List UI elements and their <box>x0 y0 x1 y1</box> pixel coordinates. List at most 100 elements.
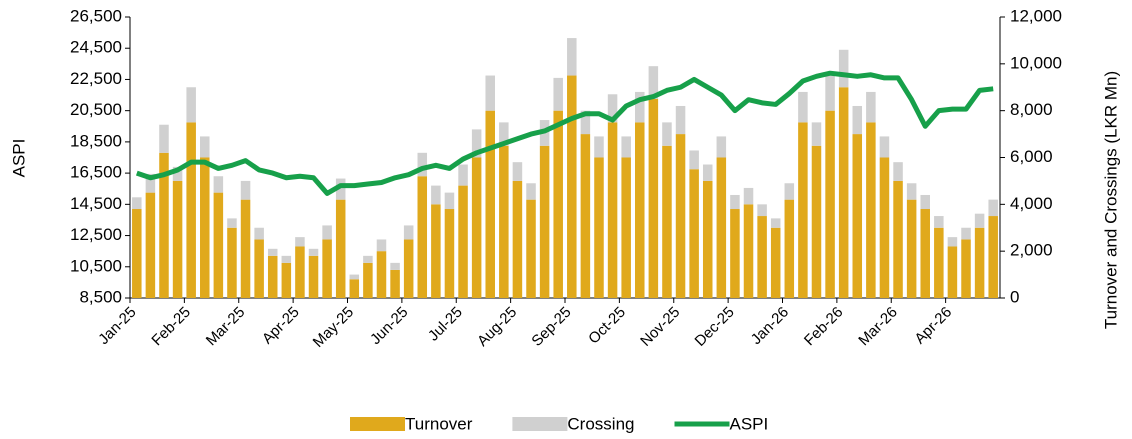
bar <box>322 225 332 239</box>
legend-swatch <box>350 417 405 431</box>
bar <box>377 239 387 251</box>
bar <box>526 183 536 199</box>
bar <box>757 216 767 298</box>
bar <box>812 146 822 298</box>
bar <box>689 169 699 298</box>
bar <box>757 204 767 216</box>
y-tick-label: 10,500 <box>70 256 122 275</box>
bar <box>268 256 278 298</box>
bar <box>635 122 645 298</box>
bar <box>186 87 196 122</box>
x-tick-label: Jan-26 <box>748 304 792 348</box>
y-tick-label: 12,500 <box>70 225 122 244</box>
bar <box>241 181 251 200</box>
x-tick-label: Apr-26 <box>911 304 955 348</box>
bar <box>853 134 863 298</box>
x-tick-label: Feb-26 <box>801 304 847 350</box>
legend-label: Crossing <box>567 414 634 433</box>
bar <box>866 92 876 122</box>
bar <box>880 158 890 299</box>
bar <box>907 200 917 298</box>
y-tick-label: 16,500 <box>70 163 122 182</box>
bar <box>390 263 400 270</box>
bar <box>254 239 264 298</box>
y2-tick-label: 10,000 <box>1010 53 1062 72</box>
bar <box>567 76 577 298</box>
bar <box>418 176 428 298</box>
bar <box>812 122 822 145</box>
bar <box>798 122 808 298</box>
bar <box>404 225 414 239</box>
bar <box>934 228 944 298</box>
bar <box>445 193 455 209</box>
bar <box>309 249 319 256</box>
bar <box>458 165 468 186</box>
bar <box>241 200 251 298</box>
bar <box>744 204 754 298</box>
bar <box>662 146 672 298</box>
bar <box>839 50 849 87</box>
bar <box>988 216 998 298</box>
y2-tick-label: 12,000 <box>1010 6 1062 25</box>
legend-swatch <box>512 417 567 431</box>
bar <box>431 204 441 298</box>
bar <box>866 122 876 298</box>
x-tick-label: Mar-25 <box>203 304 249 350</box>
y-tick-label: 18,500 <box>70 131 122 150</box>
bar <box>961 228 971 240</box>
bar <box>350 279 360 298</box>
legend-label: Turnover <box>405 414 473 433</box>
bar <box>227 228 237 298</box>
bar <box>907 183 917 199</box>
bar <box>363 256 373 263</box>
x-tick-label: Jan-25 <box>95 304 139 348</box>
x-tick-label: Oct-25 <box>585 304 629 348</box>
bar <box>268 249 278 256</box>
bar <box>282 256 292 263</box>
y2-tick-label: 0 <box>1010 287 1019 306</box>
x-tick-label: Aug-25 <box>474 304 520 350</box>
bar <box>703 181 713 298</box>
bar <box>744 188 754 204</box>
bar <box>336 200 346 298</box>
line <box>137 73 993 193</box>
bar <box>526 200 536 298</box>
y-tick-label: 8,500 <box>79 287 122 306</box>
y2-tick-label: 2,000 <box>1010 241 1053 260</box>
bar <box>880 136 890 157</box>
bar <box>730 195 740 209</box>
bar <box>920 209 930 298</box>
bar <box>934 216 944 228</box>
x-tick-label: Jun-25 <box>367 304 411 348</box>
bar <box>472 158 482 299</box>
bar <box>893 181 903 298</box>
bar <box>553 111 563 298</box>
bar <box>689 150 699 169</box>
bar <box>553 78 563 111</box>
bar <box>350 275 360 280</box>
bar <box>309 256 319 298</box>
y-tick-label: 22,500 <box>70 69 122 88</box>
bar <box>200 136 210 157</box>
bar <box>771 228 781 298</box>
bar <box>920 195 930 209</box>
bar <box>948 237 958 246</box>
x-tick-label: Apr-25 <box>259 304 303 348</box>
bar <box>785 183 795 199</box>
bar <box>513 181 523 298</box>
bar <box>227 218 237 227</box>
bar <box>893 162 903 181</box>
bar <box>418 153 428 176</box>
bar <box>485 76 495 111</box>
bar <box>146 193 156 298</box>
bar <box>785 200 795 298</box>
bar <box>676 134 686 298</box>
bar <box>988 200 998 216</box>
y2-tick-label: 8,000 <box>1010 100 1053 119</box>
bar <box>132 209 142 298</box>
y2-axis-title: Turnover and Crossings (LKR Mn) <box>1101 71 1120 329</box>
bar <box>567 38 577 75</box>
bar <box>322 239 332 298</box>
bar <box>431 186 441 205</box>
y2-tick-label: 4,000 <box>1010 194 1053 213</box>
